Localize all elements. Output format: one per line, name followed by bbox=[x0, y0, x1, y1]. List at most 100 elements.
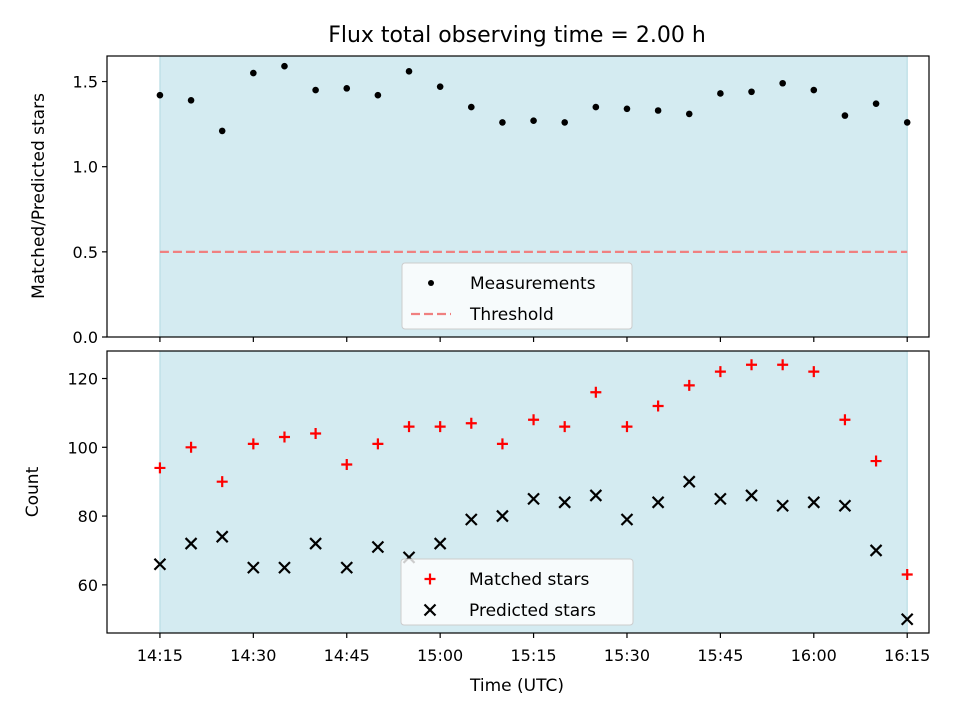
count-panel: 60 80 100 120 14:15 14:30 14:45 15:00 15:15 15:30… bbox=[67, 350, 930, 665]
legend-plus-marker bbox=[424, 573, 436, 585]
ratio-point bbox=[592, 103, 600, 111]
predicted-point bbox=[184, 537, 198, 550]
ratio-point bbox=[281, 62, 288, 70]
matched-point bbox=[185, 441, 197, 453]
ratio-point bbox=[654, 107, 662, 114]
x-tick-label: 15:45 bbox=[697, 646, 743, 665]
predicted-point bbox=[620, 513, 634, 526]
count-legend bbox=[400, 558, 634, 626]
predicted-point bbox=[153, 557, 167, 571]
matched-point bbox=[310, 428, 322, 440]
ratio-point bbox=[685, 110, 693, 118]
x-tick-label: 15:30 bbox=[604, 646, 650, 665]
matched-point bbox=[839, 414, 851, 426]
predicted-point bbox=[371, 540, 385, 554]
matched-point bbox=[777, 359, 789, 371]
predicted-point bbox=[807, 496, 821, 509]
matched-point bbox=[714, 366, 726, 378]
matched-point bbox=[403, 421, 415, 433]
ratio-point bbox=[561, 119, 569, 126]
ratio-y-tick-label: 0.5 bbox=[73, 243, 98, 262]
x-tick-label: 16:15 bbox=[884, 646, 930, 665]
x-tick-label: 14:15 bbox=[137, 646, 183, 665]
x-tick-label: 16:00 bbox=[791, 646, 837, 665]
ratio-point bbox=[467, 103, 475, 111]
predicted-point bbox=[776, 499, 789, 513]
ratio-point bbox=[343, 85, 351, 92]
x-axis-label: Time (UTC) bbox=[469, 676, 564, 696]
ratio-point bbox=[218, 127, 226, 135]
predicted-point bbox=[215, 530, 229, 543]
ratio-y-tick-label: 0.0 bbox=[73, 328, 98, 347]
ratio-point bbox=[810, 86, 818, 94]
ratio-point bbox=[872, 100, 880, 107]
matched-point bbox=[652, 400, 664, 412]
predicted-point bbox=[869, 544, 883, 557]
matched-point bbox=[465, 417, 477, 429]
predicted-point bbox=[651, 496, 665, 509]
predicted-point bbox=[465, 513, 478, 526]
ratio-point bbox=[748, 88, 755, 96]
matched-point bbox=[216, 476, 228, 488]
ratio-axes-frame bbox=[106, 55, 930, 338]
matched-point bbox=[808, 366, 820, 378]
legend-entry-label: Measurements bbox=[470, 274, 596, 294]
count-y-axis-label: Count bbox=[23, 466, 43, 517]
matched-point bbox=[154, 462, 166, 474]
predicted-point bbox=[309, 537, 322, 550]
ratio-point bbox=[187, 96, 195, 104]
predicted-point bbox=[745, 489, 758, 502]
ratio-y-axis-label: Matched/Predicted stars bbox=[29, 93, 49, 299]
ratio-legend bbox=[401, 262, 633, 330]
matched-point bbox=[341, 458, 353, 470]
ratio-point bbox=[250, 69, 257, 77]
predicted-point bbox=[340, 561, 354, 574]
ratio-y-tick-label: 1.5 bbox=[73, 73, 98, 92]
predicted-point bbox=[558, 496, 571, 509]
predicted-point bbox=[278, 561, 291, 574]
matched-point bbox=[434, 421, 446, 433]
ratio-point bbox=[436, 83, 444, 90]
ratio-point bbox=[623, 105, 631, 113]
ratio-point bbox=[530, 117, 537, 125]
legend-entry-label: Predicted stars bbox=[469, 601, 596, 621]
ratio-point bbox=[499, 119, 506, 126]
predicted-point bbox=[247, 561, 260, 574]
legend-entry-label: Threshold bbox=[469, 305, 554, 325]
matched-point bbox=[870, 455, 882, 467]
ratio-point bbox=[903, 119, 911, 126]
matched-point bbox=[746, 359, 758, 371]
predicted-point bbox=[527, 492, 540, 506]
matched-point bbox=[683, 379, 695, 391]
count-y-tick-label: 60 bbox=[78, 576, 98, 595]
count-y-tick-label: 80 bbox=[78, 507, 98, 526]
ratio-point bbox=[841, 112, 849, 119]
ratio-point bbox=[405, 68, 413, 75]
predicted-point bbox=[433, 537, 447, 550]
ratio-point bbox=[779, 79, 786, 87]
matched-point bbox=[528, 414, 540, 426]
legend-x-marker bbox=[423, 603, 437, 617]
predicted-point bbox=[682, 475, 696, 488]
ratio-y-tick-label: 1.0 bbox=[73, 158, 98, 177]
chart-title: Flux total observing time = 2.00 h bbox=[328, 23, 706, 48]
matched-point bbox=[372, 438, 384, 450]
predicted-point bbox=[496, 509, 509, 523]
matched-point bbox=[901, 569, 913, 581]
ratio-panel: 0.0 0.5 1.0 1.5 Measurements Threshold bbox=[73, 55, 930, 347]
ratio-point bbox=[312, 86, 319, 94]
legend-dot-marker bbox=[428, 280, 434, 286]
ratio-point bbox=[717, 90, 724, 97]
predicted-point bbox=[838, 499, 852, 513]
x-tick-label: 15:00 bbox=[417, 646, 463, 665]
matched-point bbox=[621, 421, 633, 433]
matched-point bbox=[496, 438, 508, 450]
legend-entry-label: Matched stars bbox=[469, 570, 589, 590]
count-y-tick-label: 100 bbox=[67, 438, 98, 457]
matched-point bbox=[278, 431, 290, 443]
count-axes-frame bbox=[106, 350, 930, 634]
predicted-point bbox=[900, 612, 914, 626]
matched-point bbox=[247, 438, 259, 450]
x-tick-label: 14:45 bbox=[324, 646, 370, 665]
